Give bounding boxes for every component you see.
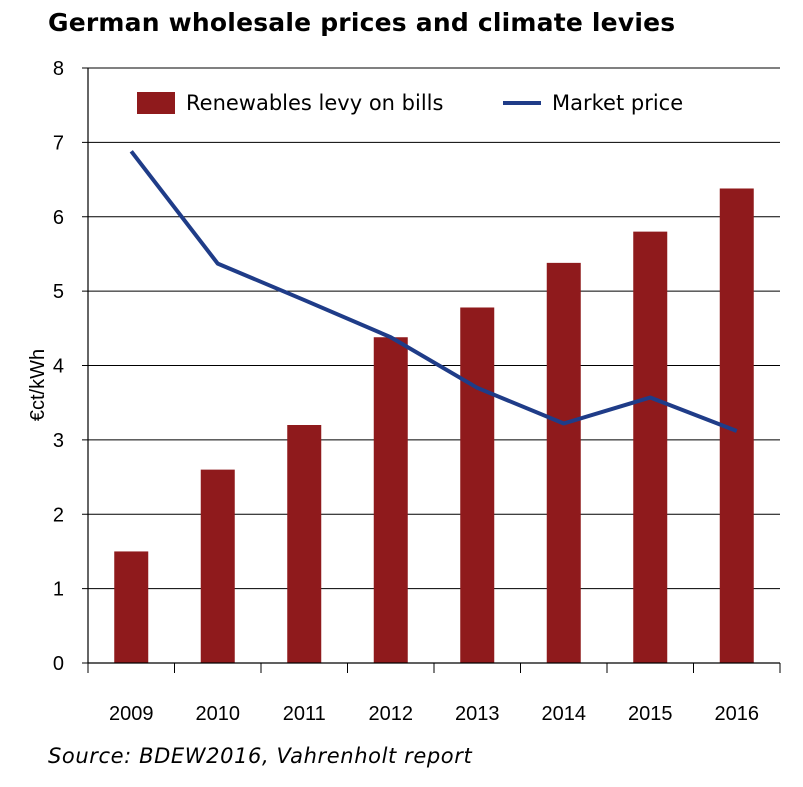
x-tick-label: 2011	[283, 703, 326, 725]
bar	[114, 551, 149, 663]
tick-labels: 0 1 2 3 4 5 6 7 8 2009 2010 2011 2012 2013 2014 2015 201…	[53, 58, 759, 725]
bar	[460, 307, 495, 663]
bar	[546, 262, 581, 663]
bar	[287, 425, 322, 663]
x-tick-label: 2013	[455, 703, 500, 725]
x-tick-label: 2012	[369, 703, 414, 725]
line-series	[129, 150, 738, 433]
legend-swatch-bar	[137, 92, 175, 114]
bar	[633, 231, 668, 663]
legend-label-levy: Renewables levy on bills	[186, 91, 443, 115]
y-tick-label: 7	[53, 132, 64, 154]
axes	[82, 67, 781, 673]
x-tick-label: 2015	[628, 703, 673, 725]
legend-label-market: Market price	[552, 91, 683, 115]
y-tick-label: 2	[53, 504, 64, 526]
x-tick-label: 2014	[542, 703, 587, 725]
y-tick-label: 8	[53, 58, 64, 80]
y-tick-label: 0	[53, 653, 64, 675]
market-price-line	[129, 150, 738, 433]
y-tick-label: 3	[53, 430, 64, 452]
legend: Renewables levy on bills Market price	[137, 91, 683, 115]
bar	[373, 337, 408, 663]
x-tick-label: 2010	[196, 703, 241, 725]
gridlines	[88, 67, 780, 590]
y-tick-label: 1	[53, 579, 64, 601]
y-tick-label: 4	[53, 356, 64, 378]
y-axis-title: €ct/kWh	[27, 349, 49, 421]
y-tick-label: 6	[53, 207, 64, 229]
y-tick-label: 5	[53, 281, 64, 303]
chart-title: German wholesale prices and climate levi…	[48, 8, 676, 37]
bar-series	[114, 188, 754, 664]
x-tick-label: 2009	[109, 703, 154, 725]
x-tick-label: 2016	[715, 703, 760, 725]
bar	[200, 469, 235, 663]
source-note: Source: BDEW2016, Vahrenholt report	[48, 744, 473, 768]
